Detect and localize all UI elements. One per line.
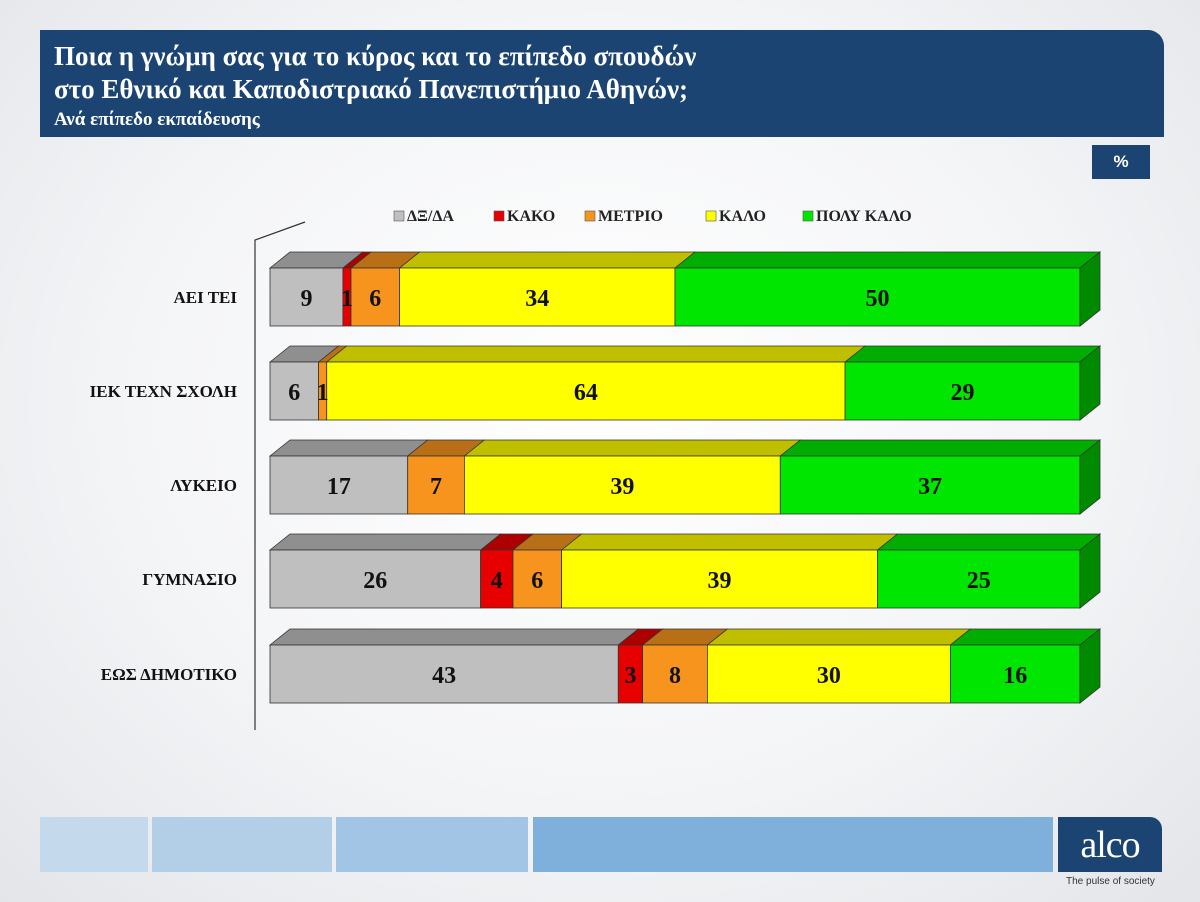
data-label-1-0: 6 xyxy=(288,380,300,406)
unit-badge: % xyxy=(1092,145,1150,179)
bar-side-4 xyxy=(1079,628,1101,704)
bar-top-4-3 xyxy=(706,628,972,646)
bar-top-2-0 xyxy=(268,439,429,457)
bar-top-3-3 xyxy=(560,533,899,551)
category-label-3: ΓΥΜΝΑΣΙΟ xyxy=(142,570,237,589)
bar-top-1-4 xyxy=(843,345,1102,363)
bar-0-4 xyxy=(674,267,1081,327)
bar-top-3-0 xyxy=(268,533,502,551)
data-label-0-3: 34 xyxy=(525,286,549,312)
bar-1-0 xyxy=(269,361,319,421)
chart-title-line-1: Ποια η γνώμη σας για το κύρος και το επί… xyxy=(54,41,697,71)
footer-bar-2 xyxy=(152,817,332,872)
data-label-2-2: 7 xyxy=(430,474,442,500)
bar-1-4 xyxy=(844,361,1081,421)
data-label-3-3: 39 xyxy=(708,568,732,594)
data-label-3-0: 26 xyxy=(363,568,387,594)
logo-tagline: The pulse of society xyxy=(1066,876,1155,887)
legend-label-3: ΚΑΛΟ xyxy=(719,208,766,225)
data-label-4-4: 16 xyxy=(1003,663,1027,689)
data-label-3-2: 6 xyxy=(531,568,543,594)
bar-top-3-4 xyxy=(876,533,1102,551)
data-label-4-3: 30 xyxy=(817,663,841,689)
bar-0-3 xyxy=(399,267,676,327)
bar-4-0 xyxy=(269,644,619,704)
data-label-1-3: 64 xyxy=(574,380,598,406)
legend-swatch-1 xyxy=(493,210,505,222)
legend-swatch-0 xyxy=(393,210,405,222)
bar-top-2-4 xyxy=(779,439,1102,457)
data-label-1-2: 1 xyxy=(317,380,329,406)
chart-title-line-2: στο Εθνικό και Καποδιστριακό Πανεπιστήμι… xyxy=(54,74,689,104)
data-label-4-0: 43 xyxy=(432,663,456,689)
data-label-4-2: 8 xyxy=(669,663,681,689)
data-label-2-3: 39 xyxy=(610,474,634,500)
bar-top-4-4 xyxy=(949,628,1102,646)
bar-side-2 xyxy=(1079,439,1101,515)
bar-0-0 xyxy=(269,267,344,327)
legend-label-0: ΔΞ/ΔΑ xyxy=(407,208,454,225)
bar-side-3 xyxy=(1079,533,1101,609)
legend-swatch-3 xyxy=(705,210,717,222)
category-label-0: ΑΕΙ ΤΕΙ xyxy=(174,288,238,307)
bar-top-1-3 xyxy=(325,345,867,363)
footer-bar-1 xyxy=(40,817,148,872)
bar-top-0-4 xyxy=(673,251,1102,269)
data-label-3-4: 25 xyxy=(967,568,991,594)
legend-label-2: ΜΕΤΡΙΟ xyxy=(598,208,663,225)
chart-subtitle: Ανά επίπεδο εκπαίδευσης xyxy=(54,109,260,130)
footer-bar-4 xyxy=(533,817,1053,872)
data-label-3-1: 4 xyxy=(491,568,503,594)
bar-3-0 xyxy=(269,549,482,609)
bar-4-4 xyxy=(950,644,1081,704)
alco-logo: alco xyxy=(1058,817,1162,872)
bar-3-3 xyxy=(561,549,878,609)
category-label-2: ΛΥΚΕΙΟ xyxy=(170,476,237,495)
bar-0-2 xyxy=(350,267,400,327)
data-label-4-1: 3 xyxy=(624,663,636,689)
data-label-1-4: 29 xyxy=(951,380,975,406)
data-label-2-4: 37 xyxy=(918,474,942,500)
data-label-0-1: 1 xyxy=(341,286,353,312)
legend-label-4: ΠΟΛΥ ΚΑΛΟ xyxy=(816,208,912,225)
bar-top-4-0 xyxy=(268,628,640,646)
bar-3-1 xyxy=(480,549,514,609)
bar-side-0 xyxy=(1079,251,1101,327)
data-label-0-2: 6 xyxy=(369,286,381,312)
bar-2-3 xyxy=(463,455,781,515)
axis-wall xyxy=(254,221,306,730)
data-label-0-0: 9 xyxy=(300,286,312,312)
bar-2-2 xyxy=(407,455,465,515)
category-label-4: ΕΩΣ ΔΗΜΟΤΙΚΟ xyxy=(101,665,237,684)
bar-2-4 xyxy=(779,455,1081,515)
footer-bar-3 xyxy=(336,817,528,872)
bar-3-4 xyxy=(877,549,1081,609)
legend-label-1: ΚΑΚΟ xyxy=(507,208,555,225)
legend-swatch-4 xyxy=(802,210,814,222)
bar-2-0 xyxy=(269,455,409,515)
bar-top-0-3 xyxy=(398,251,697,269)
chart-header: Ποια η γνώμη σας για το κύρος και το επί… xyxy=(40,30,1164,137)
category-label-1: ΙΕΚ ΤΕΧΝ ΣΧΟΛΗ xyxy=(90,382,237,401)
bar-4-3 xyxy=(707,644,951,704)
bar-3-2 xyxy=(512,549,562,609)
bar-top-2-3 xyxy=(463,439,802,457)
data-label-2-0: 17 xyxy=(327,474,351,500)
bar-side-1 xyxy=(1079,345,1101,421)
legend-swatch-2 xyxy=(584,210,596,222)
data-label-0-4: 50 xyxy=(866,286,890,312)
bar-1-3 xyxy=(326,361,846,421)
bar-4-2 xyxy=(642,644,708,704)
